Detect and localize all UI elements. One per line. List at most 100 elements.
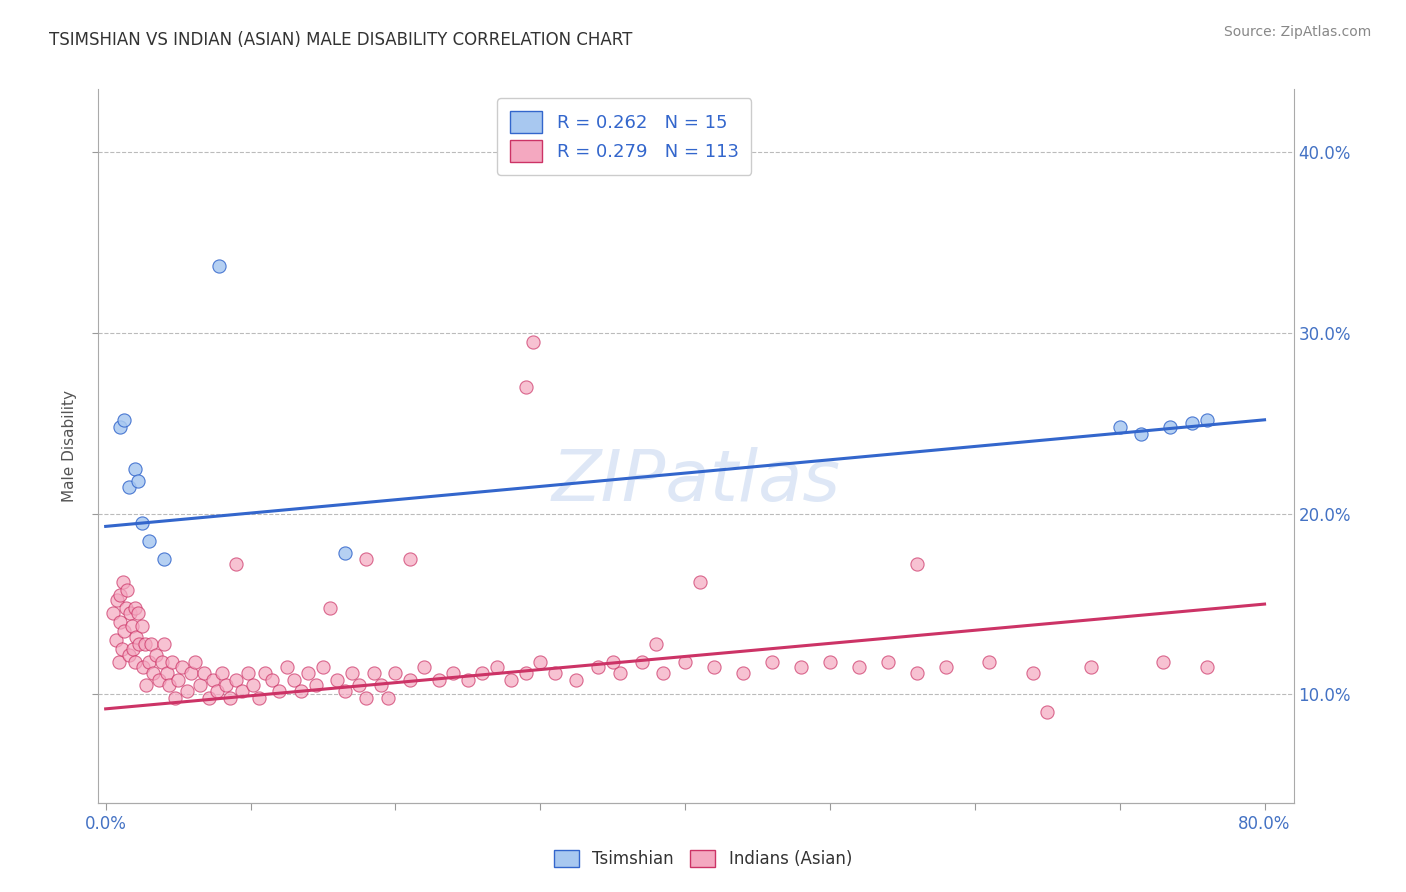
Point	[790, 660, 813, 674]
Point	[1080, 660, 1102, 674]
Point	[131, 516, 153, 530]
Point	[652, 665, 675, 680]
Point	[515, 665, 537, 680]
Point	[522, 335, 544, 350]
Point	[501, 673, 523, 687]
Point	[586, 660, 609, 674]
Point	[127, 606, 149, 620]
Point	[118, 648, 141, 662]
Point	[108, 588, 131, 602]
Point	[104, 633, 127, 648]
Point	[427, 673, 450, 687]
Point	[673, 655, 696, 669]
Point	[529, 655, 551, 669]
Legend: Tsimshian, Indians (Asian): Tsimshian, Indians (Asian)	[547, 843, 859, 875]
Point	[108, 615, 131, 629]
Text: Source: ZipAtlas.com: Source: ZipAtlas.com	[1223, 25, 1371, 39]
Point	[1195, 413, 1218, 427]
Point	[112, 575, 135, 590]
Point	[231, 683, 253, 698]
Point	[247, 691, 270, 706]
Point	[565, 673, 588, 687]
Point	[905, 665, 928, 680]
Y-axis label: Male Disability: Male Disability	[62, 390, 77, 502]
Point	[370, 678, 392, 692]
Point	[122, 642, 145, 657]
Point	[1036, 706, 1059, 720]
Point	[347, 678, 370, 692]
Point	[215, 678, 238, 692]
Point	[120, 606, 142, 620]
Point	[457, 673, 479, 687]
Point	[297, 665, 319, 680]
Point	[848, 660, 870, 674]
Point	[124, 600, 146, 615]
Point	[157, 678, 180, 692]
Point	[128, 637, 150, 651]
Point	[162, 655, 184, 669]
Point	[138, 533, 160, 548]
Point	[602, 655, 624, 669]
Text: TSIMSHIAN VS INDIAN (ASIAN) MALE DISABILITY CORRELATION CHART: TSIMSHIAN VS INDIAN (ASIAN) MALE DISABIL…	[49, 31, 633, 49]
Point	[105, 593, 128, 607]
Point	[1181, 417, 1204, 431]
Point	[208, 259, 231, 273]
Point	[219, 691, 242, 706]
Point	[1159, 420, 1181, 434]
Point	[184, 655, 207, 669]
Point	[485, 660, 508, 674]
Point	[110, 642, 132, 657]
Point	[124, 461, 146, 475]
Point	[441, 665, 464, 680]
Legend: R = 0.262   N = 15, R = 0.279   N = 113: R = 0.262 N = 15, R = 0.279 N = 113	[498, 98, 751, 175]
Point	[242, 678, 264, 692]
Point	[150, 655, 173, 669]
Point	[148, 673, 170, 687]
Point	[689, 575, 711, 590]
Point	[201, 673, 224, 687]
Point	[197, 691, 219, 706]
Point	[877, 655, 900, 669]
Point	[193, 665, 215, 680]
Point	[399, 552, 422, 566]
Point	[180, 665, 202, 680]
Point	[253, 665, 276, 680]
Point	[131, 619, 153, 633]
Point	[108, 420, 131, 434]
Point	[399, 673, 422, 687]
Point	[124, 655, 146, 669]
Point	[761, 655, 783, 669]
Point	[283, 673, 305, 687]
Point	[905, 558, 928, 572]
Point	[135, 678, 157, 692]
Point	[127, 474, 149, 488]
Point	[935, 660, 957, 674]
Point	[139, 637, 162, 651]
Point	[818, 655, 841, 669]
Point	[630, 655, 652, 669]
Point	[363, 665, 385, 680]
Point	[645, 637, 668, 651]
Point	[132, 660, 155, 674]
Point	[107, 655, 129, 669]
Point	[167, 673, 190, 687]
Point	[225, 558, 247, 572]
Point	[236, 665, 259, 680]
Point	[356, 691, 378, 706]
Point	[312, 660, 335, 674]
Point	[377, 691, 399, 706]
Text: ZIPatlas: ZIPatlas	[551, 447, 841, 516]
Point	[138, 655, 160, 669]
Point	[152, 552, 174, 566]
Point	[269, 683, 291, 698]
Point	[142, 665, 165, 680]
Point	[1108, 420, 1130, 434]
Point	[356, 552, 378, 566]
Point	[703, 660, 725, 674]
Point	[305, 678, 328, 692]
Point	[125, 630, 148, 644]
Point	[121, 619, 143, 633]
Point	[152, 637, 174, 651]
Point	[1195, 660, 1218, 674]
Point	[176, 683, 198, 698]
